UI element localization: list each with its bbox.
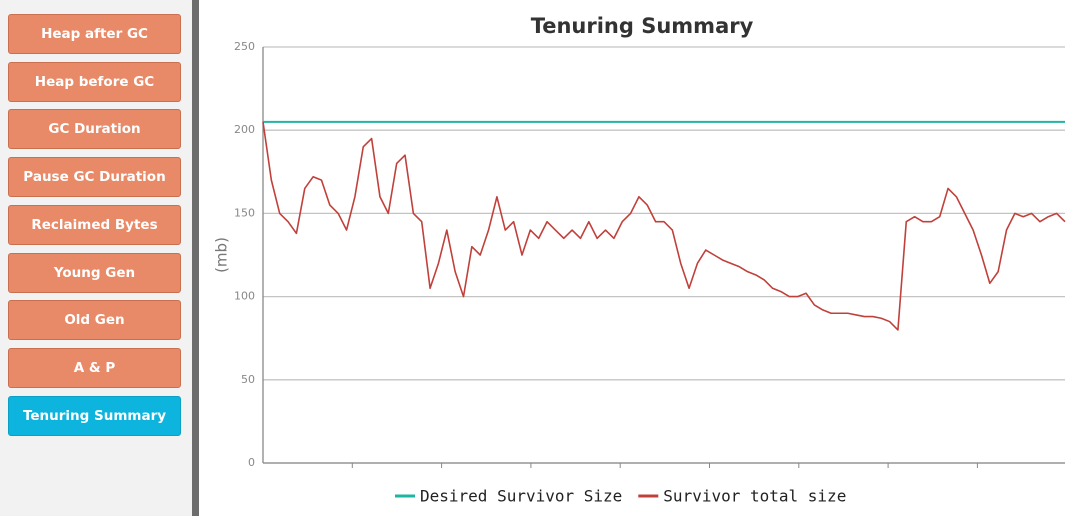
y-tick-label: 150	[234, 206, 255, 219]
nav-button[interactable]: Tenuring Summary	[8, 395, 181, 436]
nav-button[interactable]: Pause GC Duration	[8, 157, 181, 198]
series-line	[262, 121, 1066, 331]
nav-button[interactable]: Old Gen	[8, 300, 181, 341]
nav-button[interactable]: A & P	[8, 347, 181, 388]
y-tick-label: 200	[234, 123, 255, 136]
divider	[192, 0, 199, 516]
nav-button[interactable]: Heap before GC	[8, 61, 181, 102]
legend-label: Desired Survivor Size	[420, 487, 622, 506]
nav-button[interactable]: Reclaimed Bytes	[8, 204, 181, 245]
nav-button[interactable]: Heap after GC	[8, 14, 181, 54]
y-tick-label: 100	[234, 290, 255, 303]
legend-label: Survivor total size	[663, 487, 846, 506]
y-tick-label: 0	[248, 456, 255, 469]
y-tick-label: 250	[234, 40, 255, 53]
chart-title: Tenuring Summary	[531, 14, 754, 38]
nav-button[interactable]: Young Gen	[8, 252, 181, 293]
chart: Tenuring Summary (mb) 0 50 100 150 200 250 Des…	[199, 0, 1080, 516]
y-axis-label: (mb)	[213, 237, 231, 273]
sidebar: Heap after GC Heap before GC GC Duration Pa…	[0, 0, 192, 516]
nav-button[interactable]: GC Duration	[8, 109, 181, 150]
chart-bg	[199, 0, 1080, 516]
y-tick-label: 50	[241, 373, 255, 386]
